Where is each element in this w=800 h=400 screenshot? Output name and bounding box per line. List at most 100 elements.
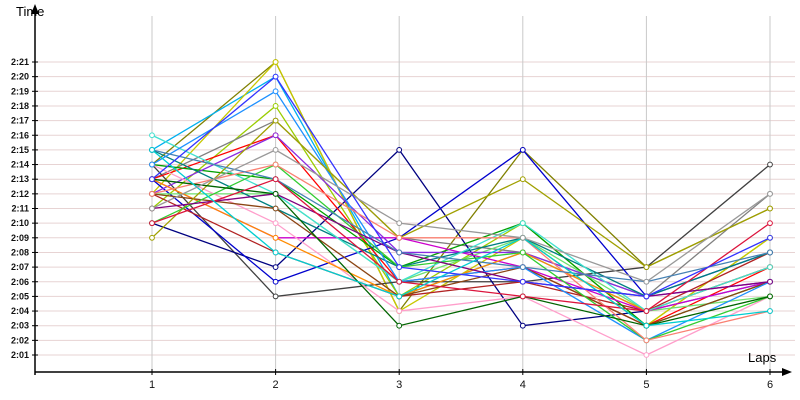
y-tick-label: 2:12 — [11, 189, 29, 199]
data-point-marker — [272, 190, 279, 197]
y-tick-label: 2:08 — [11, 247, 29, 257]
data-point-marker — [149, 147, 155, 153]
data-point-marker — [396, 249, 403, 256]
data-point-marker — [149, 220, 155, 227]
y-tick-label: 2:09 — [11, 233, 29, 243]
series-line — [151, 163, 771, 342]
data-point-marker — [272, 264, 279, 271]
data-point-marker — [643, 293, 650, 300]
y-axis-arrow-icon — [31, 4, 39, 14]
data-point-marker — [149, 234, 155, 241]
data-point-marker — [396, 264, 403, 271]
data-point-marker — [272, 278, 279, 285]
y-tick-label: 2:13 — [11, 174, 29, 184]
y-tick-label: 2:04 — [11, 306, 29, 316]
y-tick-label: 2:16 — [11, 130, 29, 140]
data-point-marker — [767, 308, 773, 314]
series-line — [151, 134, 771, 298]
data-point-marker — [149, 205, 155, 212]
data-point-marker — [767, 205, 773, 212]
data-point-marker — [396, 322, 403, 329]
series-line — [151, 134, 771, 312]
data-point-marker — [149, 190, 155, 197]
series-line — [151, 149, 771, 283]
series-line — [151, 178, 771, 312]
y-tick-label: 2:01 — [11, 350, 29, 360]
data-point-marker — [767, 278, 773, 285]
data-point-marker — [643, 337, 650, 344]
data-point-marker — [643, 308, 650, 314]
data-point-marker — [519, 147, 526, 153]
x-tick-label: 5 — [643, 379, 649, 391]
series-line — [151, 149, 771, 283]
y-tick-label: 2:10 — [11, 218, 29, 228]
data-point-marker — [519, 249, 526, 256]
y-tick-label: 2:07 — [11, 262, 29, 272]
data-point-marker — [272, 234, 279, 241]
x-tick-label: 3 — [396, 379, 402, 391]
data-point-marker — [272, 293, 279, 300]
data-point-marker — [272, 205, 279, 212]
data-point-marker — [272, 220, 279, 227]
series-line — [151, 178, 771, 327]
series-line — [151, 163, 771, 356]
x-axis-title: Laps — [748, 350, 777, 365]
y-tick-label: 2:11 — [11, 204, 29, 214]
y-tick-label: 2:02 — [11, 335, 29, 345]
data-point-marker — [396, 293, 403, 300]
data-point-marker — [767, 190, 773, 197]
data-point-marker — [272, 59, 279, 65]
data-point-marker — [396, 278, 403, 285]
data-point-marker — [272, 73, 279, 80]
x-tick-label: 2 — [273, 379, 279, 391]
data-point-marker — [767, 234, 773, 241]
data-point-marker — [519, 234, 526, 241]
y-tick-label: 2:14 — [11, 160, 29, 170]
y-axis-title: Time — [16, 4, 45, 19]
x-axis-arrow-icon — [782, 368, 792, 376]
y-tick-label: 2:06 — [11, 277, 29, 287]
data-point-marker — [396, 220, 403, 227]
data-point-marker — [396, 308, 403, 314]
series-line — [151, 75, 771, 298]
data-point-marker — [272, 147, 279, 153]
series-line — [151, 163, 771, 327]
data-point-marker — [272, 176, 279, 183]
data-point-marker — [272, 103, 279, 109]
x-tick-label: 1 — [149, 379, 155, 391]
data-point-marker — [767, 161, 773, 168]
y-tick-label: 2:19 — [11, 86, 29, 96]
data-point-marker — [396, 147, 403, 153]
data-point-marker — [643, 322, 650, 329]
data-point-marker — [519, 278, 526, 285]
data-point-marker — [272, 161, 279, 168]
x-tick-label: 6 — [767, 379, 773, 391]
series-line — [151, 119, 771, 268]
data-point-marker — [149, 161, 155, 168]
y-tick-label: 2:03 — [11, 321, 29, 331]
y-tick-label: 2:17 — [11, 116, 29, 126]
data-point-marker — [643, 278, 650, 285]
y-tick-label: 2:21 — [11, 57, 29, 67]
data-point-marker — [149, 132, 155, 139]
data-point-marker — [272, 132, 279, 139]
data-point-marker — [272, 88, 279, 95]
data-point-marker — [519, 322, 526, 329]
data-point-marker — [643, 264, 650, 271]
data-point-marker — [272, 249, 279, 256]
data-point-marker — [519, 293, 526, 300]
data-point-marker — [767, 293, 773, 300]
y-tick-label: 2:05 — [11, 291, 29, 301]
y-tick-label: 2:15 — [11, 145, 29, 155]
data-point-marker — [767, 220, 773, 227]
data-point-marker — [149, 176, 155, 183]
series-line — [151, 149, 771, 327]
y-tick-label: 2:20 — [11, 72, 29, 82]
data-point-marker — [272, 117, 279, 124]
data-point-marker — [643, 352, 650, 358]
series-line — [151, 193, 771, 327]
data-point-marker — [396, 234, 403, 241]
data-point-marker — [519, 264, 526, 271]
